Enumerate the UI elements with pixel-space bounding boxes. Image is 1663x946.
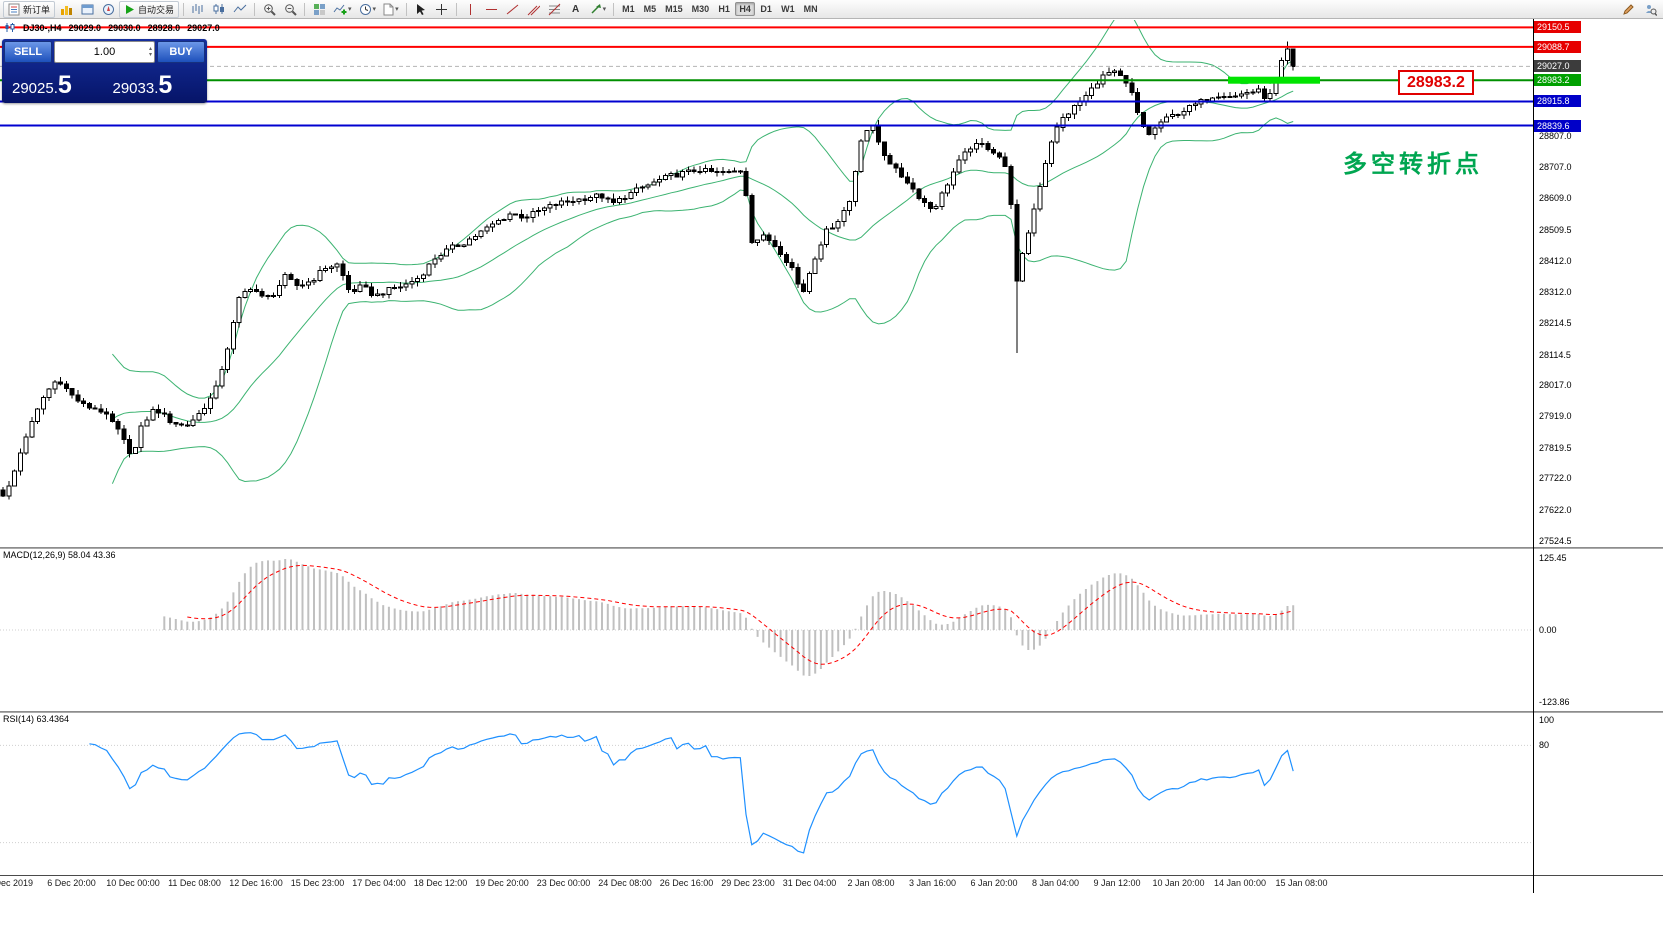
spinner-up-icon[interactable]: ▴ bbox=[148, 46, 152, 52]
autotrading-label: 自动交易 bbox=[138, 4, 175, 15]
toolbar-right-group bbox=[1618, 1, 1660, 18]
macd-label: MACD(12,26,9) 58.04 43.36 bbox=[3, 550, 116, 560]
toolbar-separator bbox=[304, 2, 306, 16]
navigator-icon[interactable] bbox=[98, 1, 118, 18]
volume-value: 1.00 bbox=[93, 46, 116, 58]
toolbar-separator bbox=[405, 2, 407, 16]
horizontal-line-icon[interactable] bbox=[482, 1, 502, 18]
timeframe-h1-button[interactable]: H1 bbox=[714, 2, 734, 16]
rsi-label: RSI(14) 63.4364 bbox=[3, 714, 70, 724]
macd-signal-line bbox=[187, 564, 1294, 665]
data-window-icon[interactable] bbox=[77, 1, 97, 18]
periods-icon[interactable]: ▾ bbox=[356, 1, 380, 18]
edit-pencil-icon[interactable] bbox=[1618, 1, 1638, 18]
buy-price-big: 5 bbox=[158, 71, 173, 99]
price-axis-line bbox=[1533, 19, 1534, 893]
bollinger-upper-band[interactable] bbox=[112, 7, 1294, 399]
user-search-icon[interactable] bbox=[1640, 1, 1660, 18]
sell-price: 29025. 5 bbox=[4, 63, 105, 101]
macd-histogram bbox=[163, 559, 1295, 676]
buy-price: 29033. 5 bbox=[105, 63, 206, 101]
chart-icon bbox=[5, 23, 15, 32]
dropdown-arrow-icon[interactable]: ▾ bbox=[395, 6, 399, 13]
timeframe-m1-button[interactable]: M1 bbox=[618, 2, 639, 16]
trendline-icon[interactable] bbox=[503, 1, 523, 18]
timeframe-w1-button[interactable]: W1 bbox=[777, 2, 799, 16]
line-chart-icon[interactable] bbox=[230, 1, 250, 18]
timeframe-h4-button[interactable]: H4 bbox=[735, 2, 756, 16]
bollinger-lower-band[interactable] bbox=[111, 117, 1294, 484]
text-label-icon[interactable]: A bbox=[571, 3, 580, 15]
rsi-line bbox=[89, 732, 1294, 854]
cursor-icon[interactable] bbox=[411, 1, 431, 18]
main-plot[interactable] bbox=[0, 7, 1533, 500]
bear-candles bbox=[0, 48, 1296, 497]
buy-button[interactable]: BUY bbox=[157, 41, 205, 63]
candles-chart-icon[interactable] bbox=[209, 1, 229, 18]
market-watch-icon[interactable] bbox=[56, 1, 76, 18]
equidistant-channel-icon[interactable] bbox=[524, 1, 544, 18]
rsi-plot[interactable] bbox=[0, 732, 1533, 854]
close-value: 29027.0 bbox=[187, 22, 220, 33]
high-value: 29030.0 bbox=[108, 22, 141, 33]
macd-plot[interactable] bbox=[0, 559, 1533, 676]
new-order-label: 新订单 bbox=[23, 4, 51, 15]
bull-candles bbox=[6, 48, 1290, 497]
vertical-line-icon[interactable] bbox=[461, 1, 481, 18]
sell-button[interactable]: SELL bbox=[4, 41, 52, 63]
autotrading-button[interactable]: 自动交易 bbox=[119, 0, 180, 18]
timeframe-mn-button[interactable]: MN bbox=[800, 2, 822, 16]
new-order-icon bbox=[8, 3, 20, 15]
volume-input[interactable]: 1.00 ▴ ▾ bbox=[54, 41, 155, 63]
highlight-segment[interactable] bbox=[1228, 76, 1320, 84]
toolbar-separator bbox=[613, 2, 615, 16]
autotrading-play-icon bbox=[126, 4, 135, 14]
dropdown-arrow-icon[interactable]: ▾ bbox=[602, 6, 607, 13]
new-order-button[interactable]: 新订单 bbox=[3, 0, 56, 18]
arrows-icon[interactable]: ▾ bbox=[587, 1, 610, 18]
indicators-icon[interactable]: ▾ bbox=[330, 1, 355, 18]
spinner-down-icon[interactable]: ▾ bbox=[148, 52, 152, 58]
timeframe-d1-button[interactable]: D1 bbox=[756, 2, 776, 16]
one-click-trading-panel: SELL 1.00 ▴ ▾ BUY 29025. 5 29033. 5 bbox=[2, 39, 207, 103]
sell-price-small: 29025. bbox=[12, 80, 58, 97]
toolbar-separator bbox=[254, 2, 256, 16]
bars-chart-icon[interactable] bbox=[188, 1, 208, 18]
turning-point-annotation[interactable]: 多空转折点 bbox=[1343, 151, 1483, 178]
timeframe-m30-button[interactable]: M30 bbox=[688, 2, 714, 16]
zoom-out-icon[interactable] bbox=[280, 1, 300, 18]
panel-separator[interactable] bbox=[0, 547, 1663, 549]
chart-info-line: DJ30-,H4 29029.0 29030.0 28928.0 29027.0 bbox=[4, 22, 220, 33]
zoom-in-icon[interactable] bbox=[259, 1, 279, 18]
timeframe-m5-button[interactable]: M5 bbox=[640, 2, 661, 16]
volume-spinner[interactable]: ▴ ▾ bbox=[149, 42, 152, 62]
main-toolbar: 新订单 自动交易 ▾ ▾ ▾ A ▾ M1 M5 M15 M30 H1 H bbox=[0, 0, 1663, 19]
price-callout-label[interactable]: 28983.2 bbox=[1398, 70, 1474, 95]
toolbar-separator bbox=[183, 2, 185, 16]
crosshair-icon[interactable] bbox=[432, 1, 452, 18]
time-axis-separator bbox=[0, 875, 1663, 876]
dropdown-arrow-icon[interactable]: ▾ bbox=[348, 6, 352, 13]
toolbar-separator bbox=[455, 2, 457, 16]
low-value: 28928.0 bbox=[147, 22, 181, 33]
timeframe-m15-button[interactable]: M15 bbox=[661, 2, 687, 16]
symbol-period-label: DJ30-,H4 bbox=[23, 22, 62, 33]
templates-icon[interactable]: ▾ bbox=[380, 1, 402, 18]
timeframe-toolbar: M1 M5 M15 M30 H1 H4 D1 W1 MN bbox=[618, 2, 822, 16]
tile-windows-icon[interactable] bbox=[309, 1, 329, 18]
candle-wicks bbox=[2, 41, 1294, 500]
fibonacci-icon[interactable] bbox=[545, 1, 565, 18]
sell-price-big: 5 bbox=[57, 71, 72, 99]
bollinger-middle-band[interactable] bbox=[112, 90, 1294, 423]
panel-separator[interactable] bbox=[0, 711, 1663, 713]
dropdown-arrow-icon[interactable]: ▾ bbox=[372, 6, 377, 13]
buy-price-small: 29033. bbox=[112, 80, 159, 97]
open-value: 29029.0 bbox=[68, 22, 102, 33]
